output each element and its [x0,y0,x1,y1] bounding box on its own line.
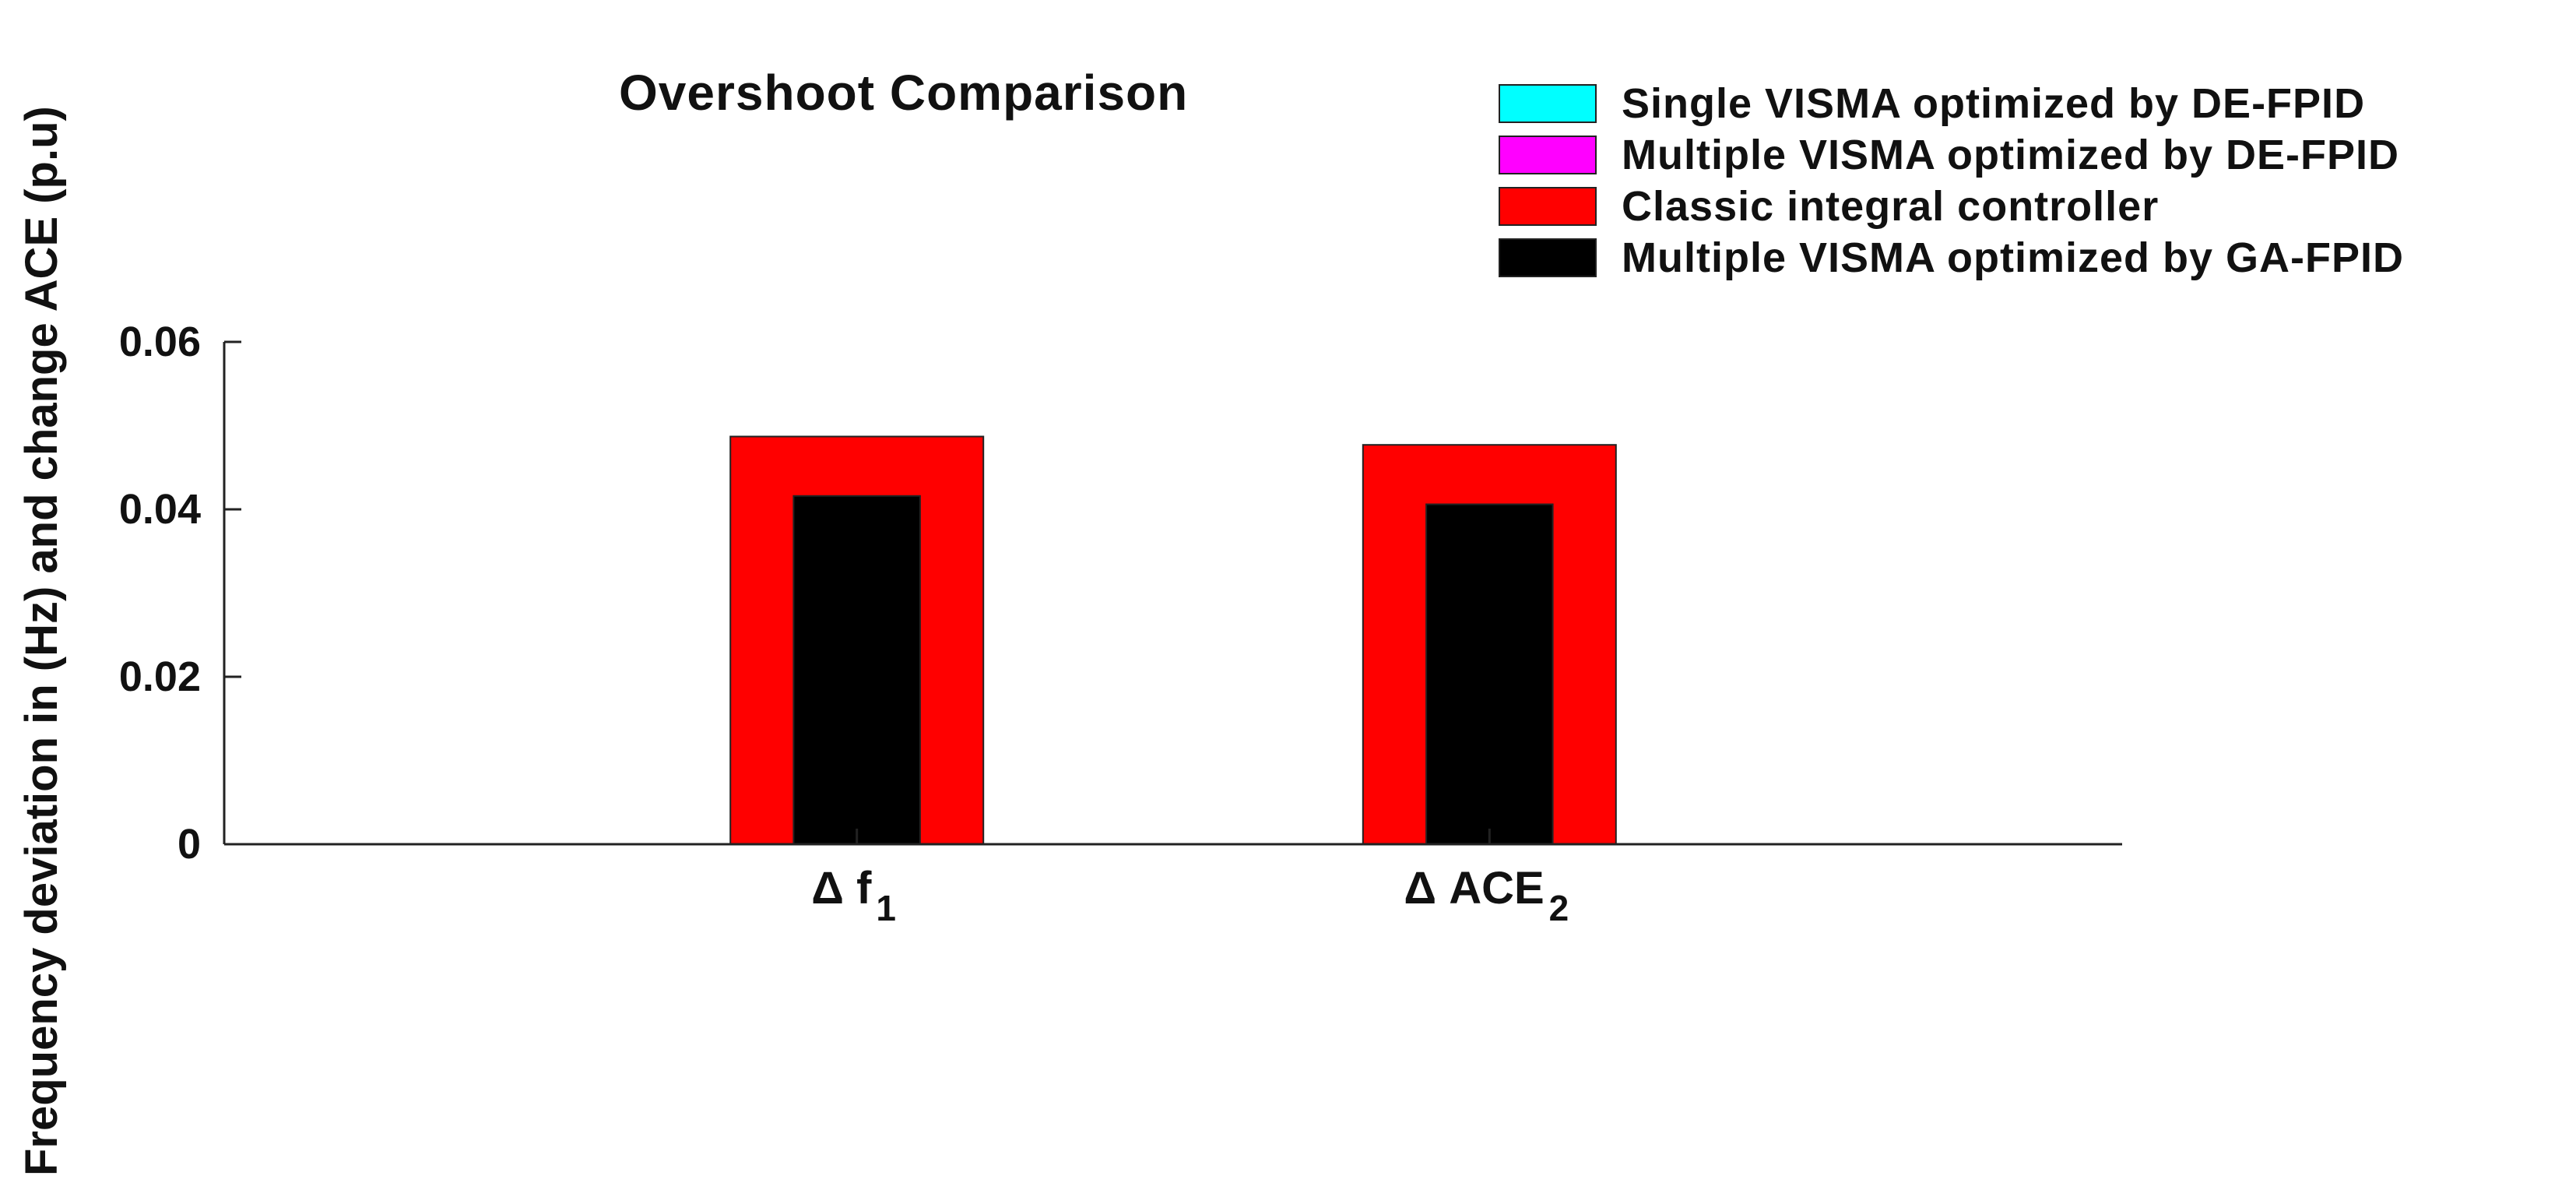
y-tick-label: 0.06 [119,319,201,365]
legend-label: Single VISMA optimized by DE-FPID [1622,80,2366,127]
legend: Single VISMA optimized by DE-FPID Multip… [1499,78,2404,283]
y-tick-label: 0 [177,821,201,868]
legend-item: Multiple VISMA optimized by DE-FPID [1499,129,2404,181]
bar-multiple-ga-0 [792,495,921,845]
bar-multiple-ga-1 [1425,503,1554,845]
chart-title: Overshoot Comparison [619,65,1189,121]
legend-item: Multiple VISMA optimized by GA-FPID [1499,232,2404,283]
legend-label: Multiple VISMA optimized by DE-FPID [1622,132,2400,178]
legend-label: Classic integral controller [1622,183,2160,230]
y-tick-label: 0.04 [119,486,201,533]
legend-item: Classic integral controller [1499,181,2404,232]
legend-swatch-multiple-ga [1499,238,1597,277]
y-tick-label: 0.02 [119,653,201,700]
legend-swatch-multiple-de [1499,136,1597,174]
x-tick-label: Δ ACE 2 [1404,863,1569,928]
legend-swatch-single-de [1499,84,1597,123]
legend-label: Multiple VISMA optimized by GA-FPID [1622,234,2404,281]
legend-swatch-classic [1499,187,1597,226]
legend-item: Single VISMA optimized by DE-FPID [1499,78,2404,129]
